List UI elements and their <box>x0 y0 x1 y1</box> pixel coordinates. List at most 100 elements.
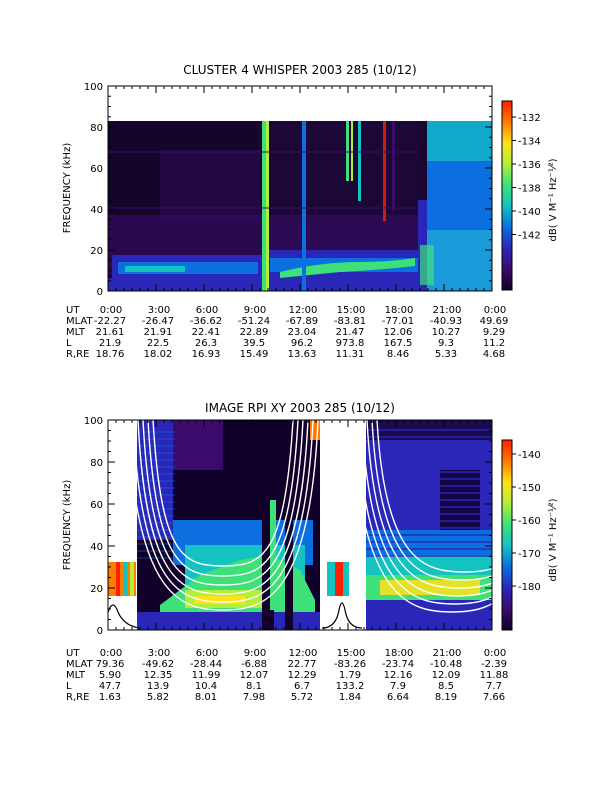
ephemeris-value: 9:00 <box>244 305 266 316</box>
colorbar-label: dB( V M⁻¹ Hz⁻¹⁄²) <box>548 158 559 241</box>
ephemeris-value: 0:00 <box>100 305 122 316</box>
low-band-left-hot <box>125 266 185 272</box>
ephemeris-row-label: MLAT <box>66 316 93 327</box>
purple-haze-upper <box>160 150 260 220</box>
ephemeris-value: 9.29 <box>483 327 505 338</box>
ephemeris-value: 6:00 <box>196 305 218 316</box>
ephemeris-value: 12.29 <box>288 670 317 681</box>
data-block-right-yellow <box>380 580 480 595</box>
plasma-frequency-curve <box>361 420 492 597</box>
ephemeris-value: 22.5 <box>147 338 169 349</box>
ephemeris-value: 13.9 <box>147 681 169 692</box>
plasma-frequency-curve <box>356 420 492 605</box>
profile-curve <box>321 602 363 629</box>
ephemeris-row-label: MLT <box>66 670 86 681</box>
data-segment-mid-hot <box>335 562 343 596</box>
right-high-region-top <box>427 121 492 161</box>
ephemeris-value: 21.47 <box>336 327 365 338</box>
data-block-main-dark-spikes <box>285 520 293 630</box>
colorbar-tick-label: -150 <box>518 483 541 494</box>
ephemeris-row-label: MLAT <box>66 659 93 670</box>
x-axis-ticks <box>107 420 493 630</box>
ephemeris-value: -28.44 <box>190 659 222 670</box>
plasma-frequency-curve <box>137 420 309 595</box>
ephemeris-value: 49.69 <box>480 316 509 327</box>
profile-curve <box>108 604 141 629</box>
data-block-main-red-top <box>310 420 320 440</box>
data-block-main-yellow-core <box>195 596 245 604</box>
panel-cluster-whisper: CLUSTER 4 WHISPER 2003 285 (10/12) <box>62 63 559 360</box>
data-block-main-base <box>137 612 320 630</box>
ephemeris-table: UT 0:00 3:00 6:00 9:00 12:00 15:00 18:00 21:00 0:… <box>66 305 508 360</box>
burst-16h-b <box>392 121 395 211</box>
colorbar-tick-label: -140 <box>518 207 541 218</box>
ephemeris-value: 10.4 <box>195 681 217 692</box>
y-tick-label: 0 <box>97 626 103 637</box>
transition-green <box>420 245 434 285</box>
ephemeris-value: 47.7 <box>99 681 121 692</box>
ephemeris-value: 12:00 <box>289 648 318 659</box>
plasma-frequency-curve <box>147 420 299 577</box>
ephemeris-value: 21.91 <box>144 327 173 338</box>
colorbar-tick-label: -142 <box>518 231 541 242</box>
colorbar-tick-label: -180 <box>518 582 541 593</box>
colorbar-label: dB( V M⁻¹ Hz⁻¹⁄²) <box>548 498 559 581</box>
ephemeris-value: -77.01 <box>382 316 414 327</box>
ephemeris-row-label: MLT <box>66 327 86 338</box>
y-tick-label: 60 <box>90 500 103 511</box>
burst-14h-b <box>351 121 353 181</box>
panel-title: CLUSTER 4 WHISPER 2003 285 (10/12) <box>183 63 416 77</box>
ephemeris-value: -22.27 <box>94 316 126 327</box>
colorbar-tick-label: -140 <box>518 450 541 461</box>
y-tick-label: 40 <box>90 542 103 553</box>
y-axis-label: FREQUENCY (kHz) <box>62 143 73 234</box>
ephemeris-value: 1.63 <box>99 692 121 703</box>
spectrogram-area <box>108 420 492 630</box>
ephemeris-value: 167.5 <box>384 338 413 349</box>
plasma-frequency-curve <box>132 420 314 603</box>
ephemeris-value: 18.02 <box>144 349 173 360</box>
ephemeris-value: 96.2 <box>291 338 313 349</box>
colorbar-tick-label: -160 <box>518 516 541 527</box>
ephemeris-value: 21:00 <box>433 305 462 316</box>
ephemeris-row-label: UT <box>66 305 80 316</box>
ephemeris-value: 8.1 <box>246 681 262 692</box>
ephemeris-value: 10.27 <box>432 327 461 338</box>
colorbar-tick-label: -132 <box>518 113 541 124</box>
ephemeris-value: 18.76 <box>96 349 125 360</box>
colorbar <box>501 100 513 291</box>
colorbar-tick-label: -134 <box>518 137 541 148</box>
burst-14h <box>346 121 349 181</box>
y-tick-label: 40 <box>90 205 103 216</box>
ephemeris-row-label: R,RE <box>66 692 89 703</box>
ephemeris-value: 21:00 <box>433 648 462 659</box>
ephemeris-value: 22.89 <box>240 327 269 338</box>
ephemeris-value: 18:00 <box>385 648 414 659</box>
ephemeris-value: 1.84 <box>339 692 361 703</box>
colorbar-ticks: -132 -134 -136 -138 -140 -142 <box>512 113 541 242</box>
panel-title: IMAGE RPI XY 2003 285 (10/12) <box>205 401 395 415</box>
mid-band-hot <box>280 258 415 278</box>
y-tick-label: 0 <box>97 287 103 298</box>
burst-10h <box>302 121 306 291</box>
colorbar-ticks: -140 -150 -160 -170 -180 <box>512 450 541 593</box>
colorbar-tick-label: -138 <box>518 184 541 195</box>
ephemeris-value: -83.81 <box>334 316 366 327</box>
ephemeris-value: 12.16 <box>384 670 413 681</box>
plasma-frequency-curves <box>108 420 492 629</box>
ephemeris-value: 3:00 <box>148 305 170 316</box>
x-axis-ticks <box>107 86 493 291</box>
ephemeris-row-label: L <box>66 338 72 349</box>
colorbar-tick-label: -170 <box>518 549 541 560</box>
panel-image-rpi: IMAGE RPI XY 2003 285 (10/12) <box>62 401 559 703</box>
ephemeris-value: 5.90 <box>99 670 121 681</box>
plasma-frequency-curve <box>366 420 492 589</box>
y-axis-label: FREQUENCY (kHz) <box>62 480 73 571</box>
ephemeris-value: -83.26 <box>334 659 366 670</box>
ephemeris-value: -49.62 <box>142 659 174 670</box>
ephemeris-value: -23.74 <box>382 659 414 670</box>
ephemeris-value: -51.24 <box>238 316 270 327</box>
ephemeris-value: 7.98 <box>243 692 265 703</box>
ephemeris-value: 8.5 <box>438 681 454 692</box>
ephemeris-value: 21.9 <box>99 338 121 349</box>
